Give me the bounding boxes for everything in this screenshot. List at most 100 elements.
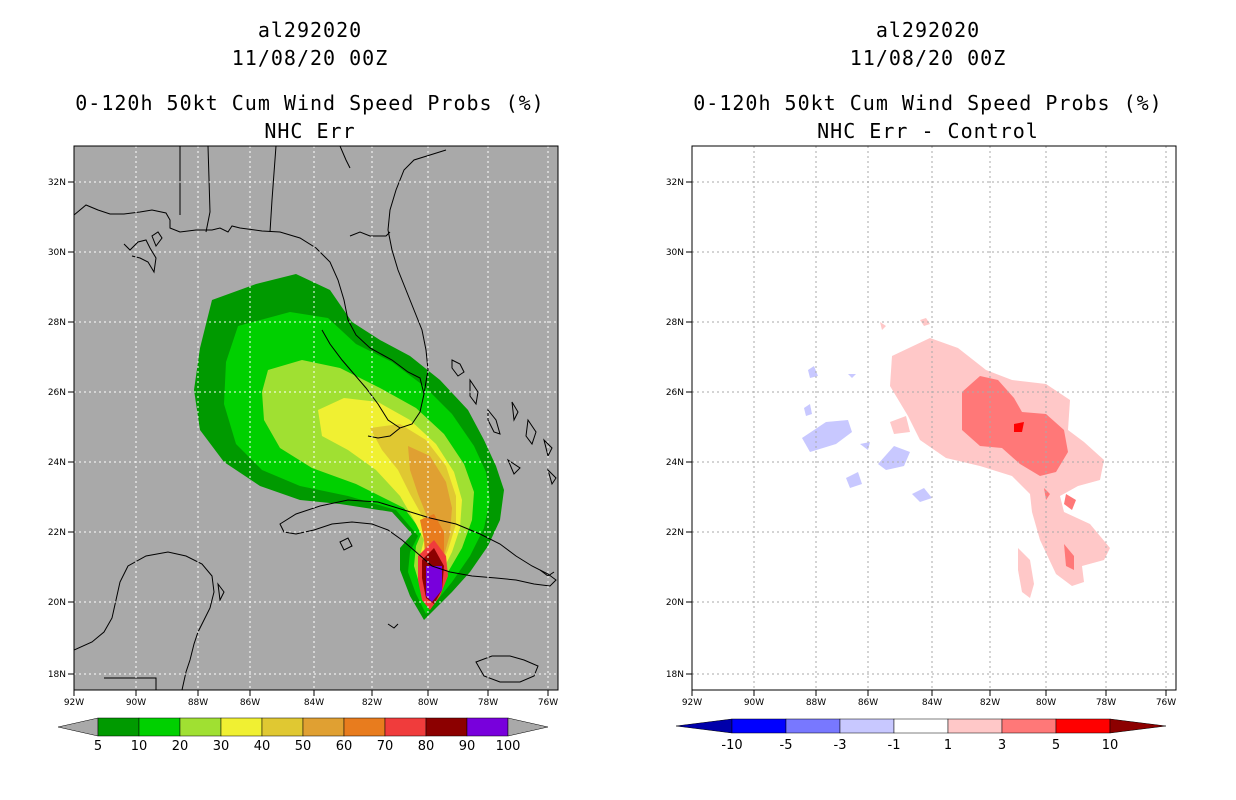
- colorbar-swatch: [785, 718, 841, 734]
- colorbar-label: 3: [998, 738, 1006, 753]
- lon-tick-label: 76W: [538, 698, 558, 708]
- colorbar-swatch: [384, 717, 427, 737]
- colorbar-swatch: [731, 718, 787, 734]
- diff-negative-1-3: [878, 446, 910, 470]
- lat-tick-label: 26N: [666, 388, 684, 398]
- diff-positive-1-3: [880, 322, 886, 330]
- left-probability-contours: [194, 274, 504, 620]
- colorbar-swatch: [947, 718, 1003, 734]
- left-map-frame: [73, 145, 559, 691]
- colorbar-label: 70: [377, 739, 394, 754]
- colorbar-label: -1: [888, 738, 901, 753]
- right-subtitle: NHC Err - Control: [817, 119, 1039, 143]
- lat-tick-label: 30N: [666, 248, 684, 258]
- right-product-title: 0-120h 50kt Cum Wind Speed Probs (%): [693, 91, 1163, 115]
- right-axis-ticks: 92W 90W 88W 86W 84W 82W 80W 78W 76W 32N 30N 28N 26N 2…: [666, 178, 1176, 708]
- left-datetime: 11/08/20 00Z: [231, 46, 389, 70]
- colorbar-label: -5: [780, 738, 793, 753]
- colorbar-low-arrow: [57, 717, 99, 737]
- left-axis-ticks: 92W 90W 88W 86W 84W 82W 80W 78W 76W 32N 30N 28N 26N 2…: [48, 178, 558, 708]
- lon-tick-label: 90W: [126, 698, 146, 708]
- lon-tick-label: 82W: [980, 698, 1000, 708]
- left-product-title: 0-120h 50kt Cum Wind Speed Probs (%): [75, 91, 545, 115]
- diff-negative-1-3: [804, 404, 812, 416]
- lat-tick-label: 22N: [48, 528, 66, 538]
- lon-tick-label: 90W: [744, 698, 764, 708]
- colorbar-label: 10: [1102, 738, 1119, 753]
- right-gridlines: [692, 146, 1176, 690]
- lat-tick-label: 32N: [666, 178, 684, 188]
- lat-tick-label: 26N: [48, 388, 66, 398]
- lon-tick-label: 88W: [188, 698, 208, 708]
- lat-tick-label: 28N: [666, 318, 684, 328]
- lon-tick-label: 84W: [304, 698, 324, 708]
- lon-tick-label: 92W: [64, 698, 84, 708]
- left-storm-id: al292020: [257, 18, 363, 42]
- colorbar-label: 80: [418, 739, 435, 754]
- lat-tick-label: 18N: [666, 670, 684, 680]
- colorbar-label: 10: [131, 739, 148, 754]
- lon-tick-label: 86W: [240, 698, 260, 708]
- right-storm-id: al292020: [875, 18, 981, 42]
- lat-tick-label: 20N: [48, 598, 66, 608]
- diff-negative-1-3: [848, 374, 856, 378]
- lon-tick-label: 84W: [922, 698, 942, 708]
- colorbar-high-arrow: [507, 717, 549, 737]
- lon-tick-label: 88W: [806, 698, 826, 708]
- right-map-frame: [691, 145, 1177, 691]
- lat-tick-label: 28N: [48, 318, 66, 328]
- lon-tick-label: 86W: [858, 698, 878, 708]
- left-subtitle: NHC Err: [264, 119, 356, 143]
- colorbar-swatch: [466, 717, 509, 737]
- colorbar-label: 50: [295, 739, 312, 754]
- lon-tick-label: 92W: [682, 698, 702, 708]
- left-colorbar: 5 10 20 30 40 50 60 70 80 90 100: [57, 717, 549, 754]
- lat-tick-label: 30N: [48, 248, 66, 258]
- colorbar-label: 60: [336, 739, 353, 754]
- lat-tick-label: 22N: [666, 528, 684, 538]
- colorbar-label: 100: [496, 739, 521, 754]
- lon-tick-label: 80W: [418, 698, 438, 708]
- right-difference-contours: [802, 318, 1110, 598]
- lat-tick-label: 32N: [48, 178, 66, 188]
- colorbar-label: 1: [944, 738, 952, 753]
- colorbar-label: 5: [94, 739, 102, 754]
- diff-positive-1-3: [1018, 548, 1034, 598]
- left-gridlines: [74, 146, 558, 690]
- colorbar-swatch: [893, 718, 949, 734]
- lat-tick-label: 24N: [48, 458, 66, 468]
- colorbar-swatch: [302, 717, 345, 737]
- diff-negative-1-3: [808, 366, 818, 378]
- right-map-panel: 92W 90W 88W 86W 84W 82W 80W 78W 76W 32N 30N 28N 26N 2…: [666, 145, 1177, 708]
- colorbar-label: -3: [834, 738, 847, 753]
- lon-tick-label: 78W: [1096, 698, 1116, 708]
- right-colorbar: -10 -5 -3 -1 1 3 5 10: [675, 718, 1167, 753]
- colorbar-swatch: [97, 717, 140, 737]
- left-map-panel: 92W 90W 88W 86W 84W 82W 80W 78W 76W 32N 30N 28N 26N 2…: [48, 145, 559, 708]
- colorbar-label: 20: [172, 739, 189, 754]
- colorbar-swatch: [261, 717, 304, 737]
- colorbar-label: 5: [1052, 738, 1060, 753]
- lon-tick-label: 78W: [478, 698, 498, 708]
- colorbar-label: 30: [213, 739, 230, 754]
- colorbar-swatch: [220, 717, 263, 737]
- lat-tick-label: 20N: [666, 598, 684, 608]
- diff-positive-3-5: [1064, 494, 1076, 510]
- diff-negative-1-3: [912, 488, 932, 502]
- colorbar-swatch: [138, 717, 181, 737]
- colorbar-high-arrow: [1109, 718, 1167, 734]
- contour-90-100: [426, 566, 442, 602]
- colorbar-swatch: [343, 717, 386, 737]
- diff-positive-3-5: [1064, 544, 1074, 570]
- colorbar-swatch: [1001, 718, 1057, 734]
- diff-positive-1-3: [920, 318, 930, 326]
- right-datetime: 11/08/20 00Z: [849, 46, 1007, 70]
- contour-20: [262, 360, 474, 602]
- lat-tick-label: 24N: [666, 458, 684, 468]
- colorbar-label: 90: [459, 739, 476, 754]
- colorbar-low-arrow: [675, 718, 733, 734]
- colorbar-swatch: [179, 717, 222, 737]
- colorbar-label: 40: [254, 739, 271, 754]
- lon-tick-label: 80W: [1036, 698, 1056, 708]
